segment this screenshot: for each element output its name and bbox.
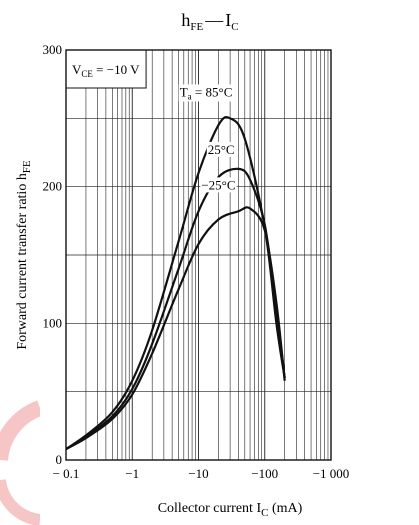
x-tick-label: −1 000: [313, 466, 350, 481]
grid: [66, 50, 331, 460]
tick-labels: − 0.1 −1 −10 −100 −1 000 0 100 200 300: [43, 42, 350, 481]
series-line-2: [65, 206, 286, 451]
svg-text:−25°C: −25°C: [201, 177, 235, 192]
y-tick-label: 200: [43, 179, 63, 194]
x-tick-label: −100: [251, 466, 278, 481]
x-tick-label: −10: [188, 466, 208, 481]
y-tick-label: 300: [43, 42, 63, 57]
series-line-0: [65, 116, 286, 451]
watermark-logo: [0, 400, 40, 525]
x-tick-label: − 0.1: [53, 466, 80, 481]
plot-frame: [65, 49, 332, 461]
x-tick-label: −1: [125, 466, 139, 481]
condition-box: VCE = −10 V: [65, 49, 147, 89]
x-axis-label: Collector current IC (mA): [158, 501, 303, 519]
y-tick-label: 100: [43, 315, 63, 330]
condition-label: VCE = −10 V: [72, 62, 140, 79]
svg-text:25°C: 25°C: [208, 142, 235, 157]
svg-text:Ta = 85°C: Ta = 85°C: [180, 84, 233, 101]
series-curves: [65, 116, 286, 451]
chart-title: hFE — IC: [181, 10, 238, 33]
y-tick-label: 0: [56, 452, 63, 467]
series-label-0: Ta = 85°C: [178, 84, 234, 102]
y-axis-label: Forward current transfer ratio hFE: [15, 160, 33, 350]
series-labels: Ta = 85°C 25°C −25°C: [178, 84, 237, 193]
series-label-2: −25°C: [200, 177, 237, 193]
series-label-1: 25°C: [206, 141, 236, 157]
